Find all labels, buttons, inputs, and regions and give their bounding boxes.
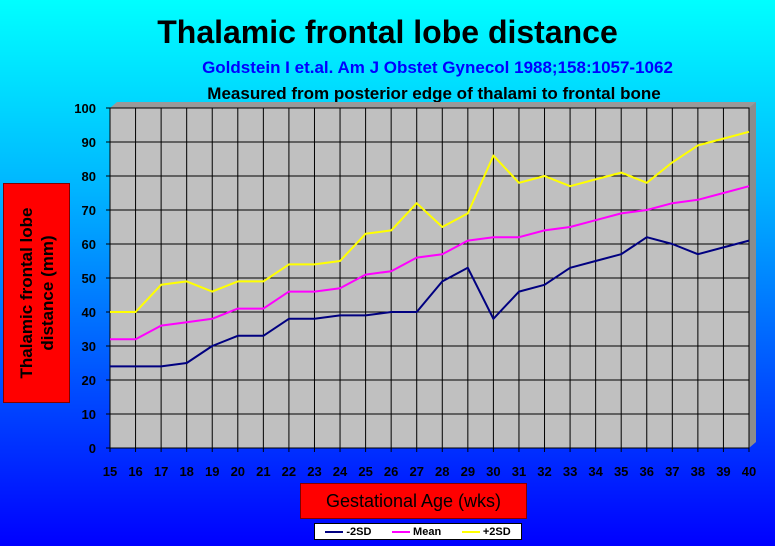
legend-item-minus2sd: -2SD [325, 526, 371, 538]
x-tick-label: 16 [128, 464, 142, 479]
x-tick-label: 37 [665, 464, 679, 479]
x-tick-label: 24 [333, 464, 348, 479]
x-tick-label: 35 [614, 464, 628, 479]
series-line-plus2sd [110, 130, 750, 313]
legend-item-plus2sd: +2SD [461, 525, 511, 538]
chart-title: Thalamic frontal lobe distance [157, 14, 618, 50]
y-axis-label: Thalamic frontal lobe distance (mm) [16, 207, 57, 379]
x-tick-label: 31 [512, 464, 526, 479]
legend-swatch-minus2sd [325, 530, 344, 533]
chart-subtitle-method: Measured from posterior edge of thalami … [207, 84, 661, 103]
legend-swatch-plus2sd [461, 530, 480, 533]
legend-item-mean: Mean [392, 526, 441, 538]
plot-depth-top [110, 102, 756, 108]
x-tick-label: 38 [691, 464, 705, 479]
x-tick-label: 30 [486, 464, 500, 479]
x-tick-label: 21 [256, 464, 270, 479]
legend-label-plus2sd: +2SD [482, 525, 511, 538]
y-tick-label: 10 [82, 407, 96, 422]
y-tick-label: 50 [82, 271, 96, 286]
x-tick-label: 36 [640, 464, 654, 479]
chart-legend: -2SD Mean +2SD [314, 523, 522, 540]
x-tick-label: 34 [588, 464, 603, 479]
y-tick-label: 0 [89, 441, 96, 456]
x-tick-label: 22 [282, 464, 296, 479]
y-tick-label: 20 [82, 373, 96, 388]
y-tick-label: 70 [82, 203, 96, 218]
series-line-mean [110, 185, 750, 341]
y-tick-label: 100 [74, 101, 96, 116]
y-tick-label: 40 [82, 305, 96, 320]
x-tick-label: 29 [461, 464, 475, 479]
y-tick-label: 30 [82, 339, 96, 354]
x-tick-label: 33 [563, 464, 577, 479]
x-tick-label: 18 [179, 464, 193, 479]
chart-subtitle-citation: Goldstein I et.al. Am J Obstet Gynecol 1… [202, 58, 673, 77]
y-tick-label: 60 [82, 237, 96, 252]
x-tick-label: 40 [742, 464, 756, 479]
x-tick-label: 28 [435, 464, 449, 479]
x-tick-label: 20 [231, 464, 245, 479]
x-tick-label: 32 [537, 464, 551, 479]
x-tick-label: 27 [409, 464, 423, 479]
plot-depth-right [749, 102, 756, 448]
x-tick-label: 39 [716, 464, 730, 479]
x-tick-label: 15 [103, 464, 117, 479]
x-tick-label: 25 [358, 464, 372, 479]
x-tick-label: 19 [205, 464, 219, 479]
y-tick-label: 80 [82, 169, 96, 184]
y-axis-label-box: Thalamic frontal lobe distance (mm) [3, 183, 70, 403]
y-tick-label: 90 [82, 135, 96, 150]
x-axis-label: Gestational Age (wks) [300, 483, 527, 519]
legend-label-minus2sd: -2SD [346, 525, 372, 538]
series-line-minus2sd [110, 236, 750, 368]
legend-swatch-mean [392, 530, 411, 533]
x-tick-label: 17 [154, 464, 168, 479]
legend-label-mean: Mean [413, 525, 442, 538]
x-tick-label: 26 [384, 464, 398, 479]
x-tick-label: 23 [307, 464, 321, 479]
